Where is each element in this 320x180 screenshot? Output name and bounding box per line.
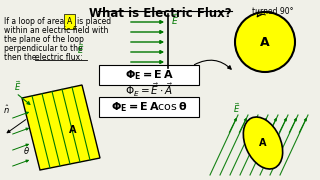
- Text: A: A: [69, 125, 77, 135]
- Ellipse shape: [243, 117, 283, 169]
- Text: $\vec{E}$: $\vec{E}$: [77, 42, 84, 56]
- Circle shape: [235, 12, 295, 72]
- Text: turned 90°: turned 90°: [252, 7, 293, 16]
- Text: $\Phi_E = \vec{E}\cdot\vec{A}$: $\Phi_E = \vec{E}\cdot\vec{A}$: [125, 81, 173, 99]
- Text: $\vec{E}$: $\vec{E}$: [14, 79, 22, 93]
- Text: electric flux:: electric flux:: [35, 53, 83, 62]
- Text: A: A: [260, 35, 270, 48]
- Text: $\mathbf{\Phi_E = E\,A}$: $\mathbf{\Phi_E = E\,A}$: [124, 68, 173, 82]
- Text: If a loop of area=: If a loop of area=: [4, 17, 71, 26]
- Text: $\theta$: $\theta$: [22, 145, 29, 156]
- FancyBboxPatch shape: [99, 65, 199, 85]
- Text: A: A: [259, 138, 267, 148]
- Text: $\hat{n}$: $\hat{n}$: [3, 104, 10, 116]
- Text: within an electric field with: within an electric field with: [4, 26, 108, 35]
- Text: then the: then the: [4, 53, 36, 62]
- FancyBboxPatch shape: [99, 97, 199, 117]
- Text: the plane of the loop: the plane of the loop: [4, 35, 84, 44]
- Text: perpendicular to the: perpendicular to the: [4, 44, 83, 53]
- Text: What is Electric Flux?: What is Electric Flux?: [89, 7, 231, 20]
- Text: $\mathbf{\Phi_E = E\,A\cos\theta}$: $\mathbf{\Phi_E = E\,A\cos\theta}$: [111, 100, 187, 114]
- Polygon shape: [22, 85, 100, 170]
- Text: $\vec{E}$: $\vec{E}$: [233, 101, 241, 115]
- Text: A: A: [67, 17, 72, 26]
- Text: $\vec{E}$: $\vec{E}$: [171, 13, 179, 27]
- Text: is placed: is placed: [77, 17, 111, 26]
